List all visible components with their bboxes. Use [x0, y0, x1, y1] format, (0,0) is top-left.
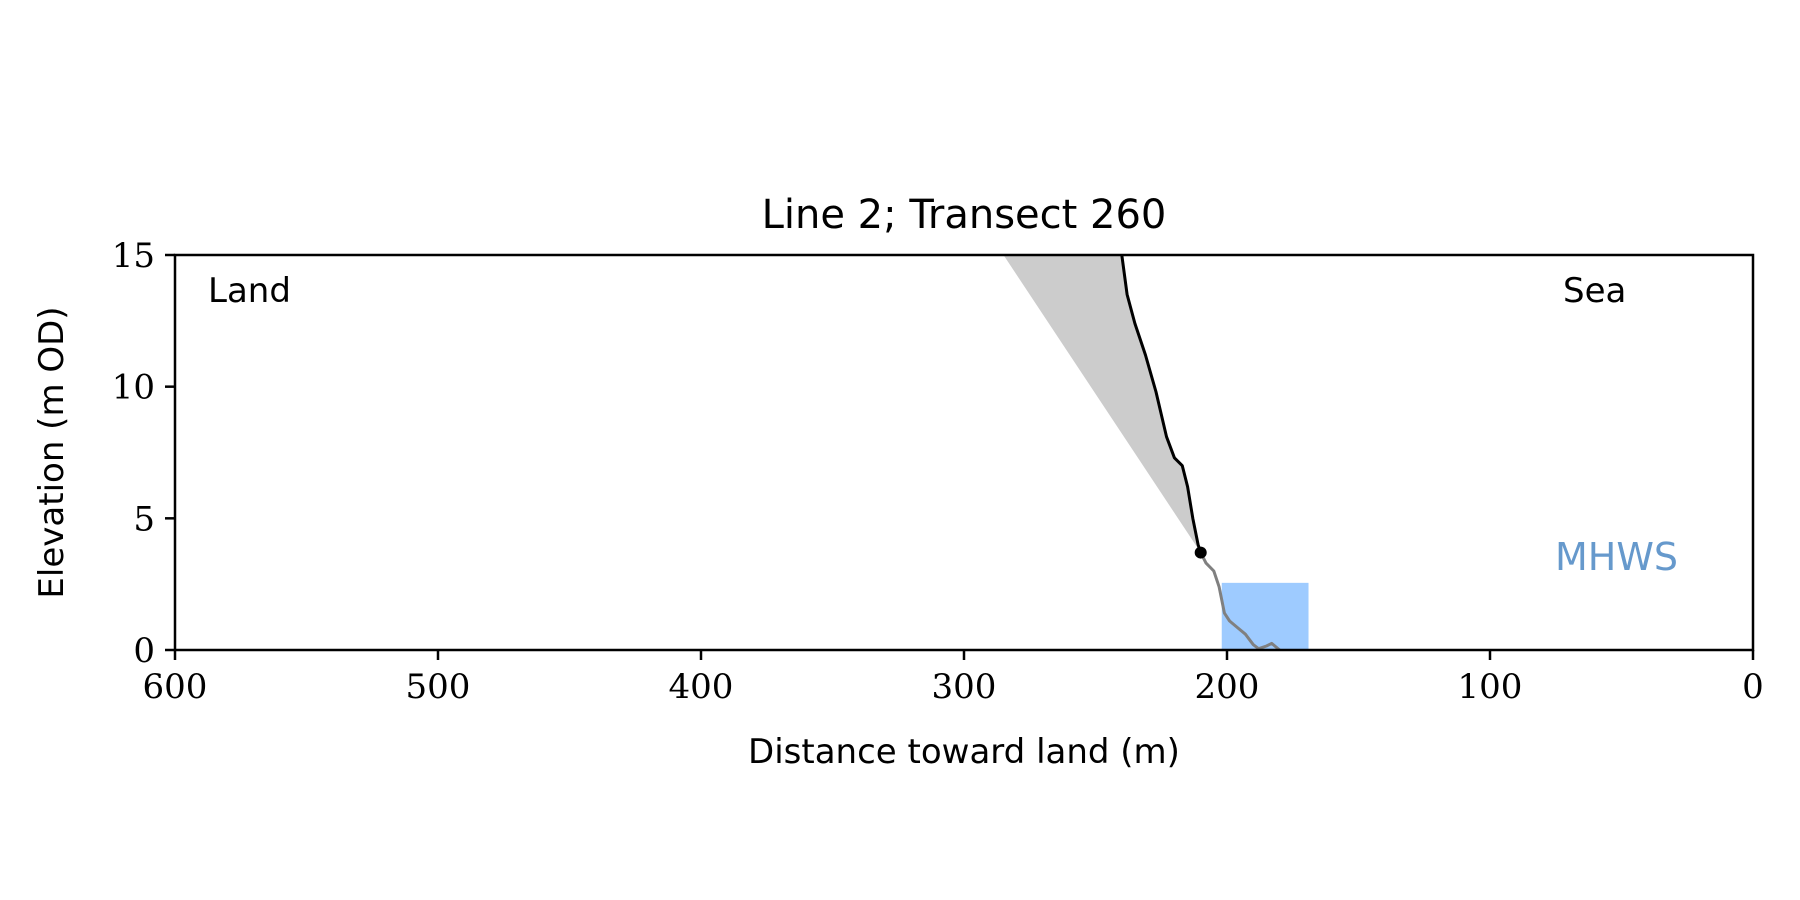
plot-frame — [173, 253, 1755, 652]
x-axis: 600 500 400 300 200 100 0 — [143, 650, 1764, 707]
x-tick-label: 500 — [406, 667, 471, 707]
cliff-profile-line — [1120, 254, 1203, 554]
x-axis-label: Distance toward land (m) — [748, 732, 1180, 772]
cliff-toe-profile-line — [1199, 551, 1281, 652]
y-axis: 0 5 10 15 — [112, 236, 175, 671]
y-axis-label: Elevation (m OD) — [32, 306, 72, 598]
mhws-band — [1221, 582, 1309, 650]
sea-annotation: Sea — [1563, 271, 1626, 311]
x-tick-label: 300 — [932, 667, 997, 707]
mhws-annotation: MHWS — [1555, 535, 1678, 579]
x-tick-label: 100 — [1458, 667, 1523, 707]
y-tick-label: 10 — [112, 368, 155, 408]
shaded-wedge — [1003, 255, 1201, 553]
y-tick-label: 0 — [133, 631, 155, 671]
plot-area — [1003, 254, 1309, 652]
x-tick-label: 600 — [143, 667, 208, 707]
x-tick-label: 0 — [1742, 667, 1764, 707]
land-annotation: Land — [208, 271, 291, 311]
cliff-top-marker — [1194, 546, 1207, 559]
x-tick-label: 200 — [1195, 667, 1260, 707]
y-tick-label: 15 — [112, 236, 155, 276]
chart-title: Line 2; Transect 260 — [762, 192, 1167, 238]
x-tick-label: 400 — [669, 667, 734, 707]
y-tick-label: 5 — [133, 499, 155, 539]
